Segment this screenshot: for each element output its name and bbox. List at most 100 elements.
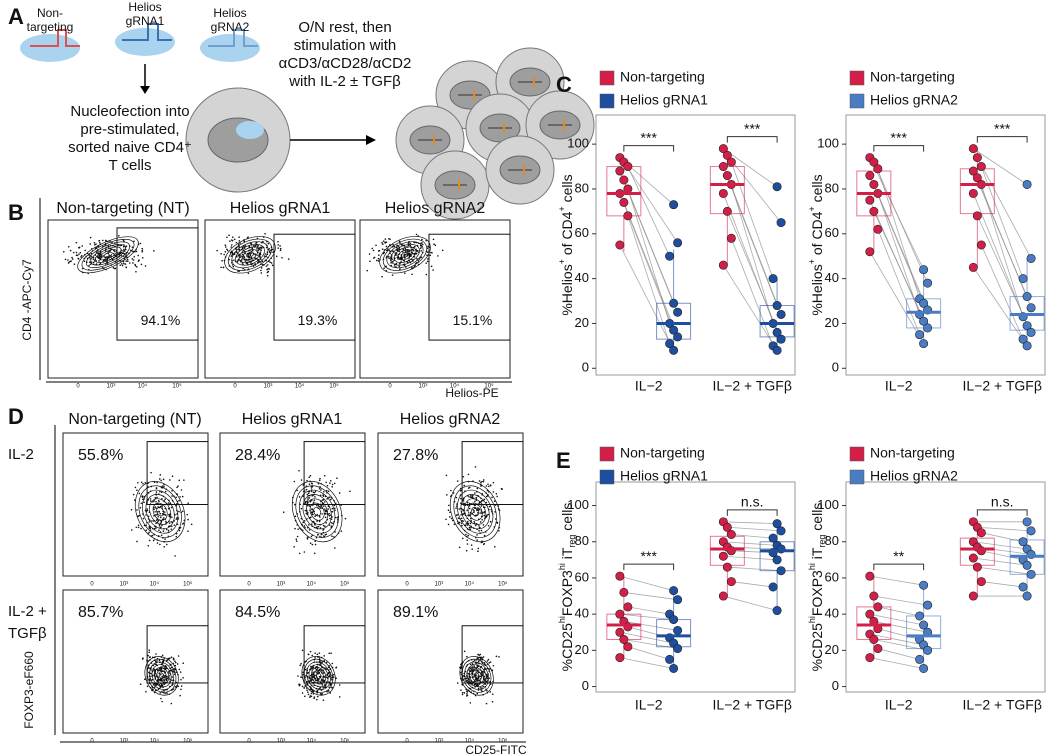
event-dot — [268, 268, 271, 270]
event-dot — [163, 485, 165, 488]
event-dot — [324, 534, 327, 536]
event-dot — [268, 251, 271, 253]
point — [718, 260, 728, 270]
event-dot — [179, 526, 182, 529]
event-dot — [395, 246, 398, 249]
y-tick-label: 100 — [567, 497, 589, 512]
x-tick-label: IL−2 — [885, 378, 913, 394]
event-dot — [463, 650, 466, 653]
event-dot — [492, 491, 495, 493]
event-dot — [158, 525, 161, 527]
event-dot — [328, 675, 330, 678]
event-dot — [310, 487, 313, 489]
event-dot — [473, 511, 475, 514]
legend-label: Helios gRNA1 — [620, 92, 708, 108]
event-dot — [127, 260, 129, 263]
event-dot — [303, 520, 306, 522]
point — [718, 551, 728, 561]
pair-line — [730, 161, 774, 279]
event-dot — [142, 482, 144, 485]
y-axis-label: %Helios+ of CD4+ cells — [807, 174, 824, 315]
point — [1026, 327, 1036, 337]
event-dot — [148, 539, 151, 542]
event-dot — [155, 491, 158, 493]
event-dot — [155, 653, 157, 655]
event-dot — [461, 524, 463, 527]
event-dot — [156, 496, 158, 499]
event-dot — [260, 269, 262, 272]
event-dot — [461, 691, 464, 694]
event-dot — [489, 691, 492, 693]
point — [665, 654, 675, 664]
event-dot — [324, 509, 327, 512]
event-dot — [483, 510, 486, 513]
event-dot — [315, 668, 318, 671]
event-dot — [298, 469, 300, 472]
axis-tick-label: 10³ — [120, 582, 129, 588]
event-dot — [135, 526, 138, 529]
event-dot — [460, 517, 463, 520]
event-dot — [266, 268, 268, 271]
event-dot — [154, 514, 157, 516]
event-dot — [134, 264, 137, 267]
y-axis-label-part: FOXP3 — [809, 570, 825, 616]
event-dot — [220, 266, 222, 269]
event-dot — [491, 693, 494, 695]
point — [1018, 274, 1028, 284]
y-axis-label-part: hi — [557, 563, 567, 570]
event-dot — [156, 521, 159, 523]
event-dot — [177, 485, 179, 487]
event-dot — [464, 670, 467, 673]
event-dot — [459, 671, 462, 674]
event-dot — [293, 545, 295, 548]
event-dot — [331, 483, 334, 486]
contour — [151, 664, 172, 688]
event-dot — [190, 523, 193, 526]
event-dot — [158, 667, 161, 670]
event-dot — [141, 249, 144, 252]
flow-title: Helios gRNA2 — [400, 411, 501, 428]
event-dot — [388, 257, 390, 260]
event-dot — [163, 658, 165, 660]
axis-tick-label: 10⁴ — [307, 738, 317, 745]
event-dot — [224, 246, 227, 248]
event-dot — [238, 236, 240, 238]
stimulation-text: αCD3/αCD28/αCD2 — [279, 55, 412, 72]
guide-shape — [30, 29, 80, 47]
plot-frame — [845, 114, 1046, 376]
contour — [313, 669, 324, 682]
contour — [149, 661, 174, 690]
event-dot — [81, 245, 83, 247]
guide-label: gRNA1 — [126, 14, 165, 28]
event-dot — [176, 516, 178, 519]
event-dot — [158, 510, 160, 513]
event-dot — [160, 670, 163, 673]
event-dot — [178, 499, 180, 502]
event-dot — [268, 248, 271, 250]
contour — [242, 249, 258, 261]
event-dot — [301, 685, 304, 688]
event-dot — [391, 274, 394, 276]
event-dot — [489, 521, 492, 523]
contour — [309, 502, 325, 521]
pair-line — [980, 184, 1024, 317]
event-dot — [486, 667, 488, 670]
event-dot — [474, 694, 477, 697]
event-dot — [467, 534, 469, 537]
event-dot — [473, 665, 476, 667]
event-dot — [250, 262, 252, 264]
event-dot — [164, 538, 166, 540]
event-dot — [140, 527, 142, 530]
point — [726, 157, 736, 167]
event-dot — [325, 522, 328, 524]
point — [615, 571, 625, 581]
y-tick-label: 0 — [832, 678, 839, 693]
flow-title: Non-targeting (NT) — [68, 411, 201, 428]
event-dot — [294, 515, 297, 518]
point — [976, 577, 986, 587]
event-dot — [381, 275, 383, 278]
pair-line — [973, 267, 1028, 347]
event-dot — [329, 684, 331, 686]
pair-line — [873, 211, 928, 329]
event-dot — [226, 249, 229, 252]
